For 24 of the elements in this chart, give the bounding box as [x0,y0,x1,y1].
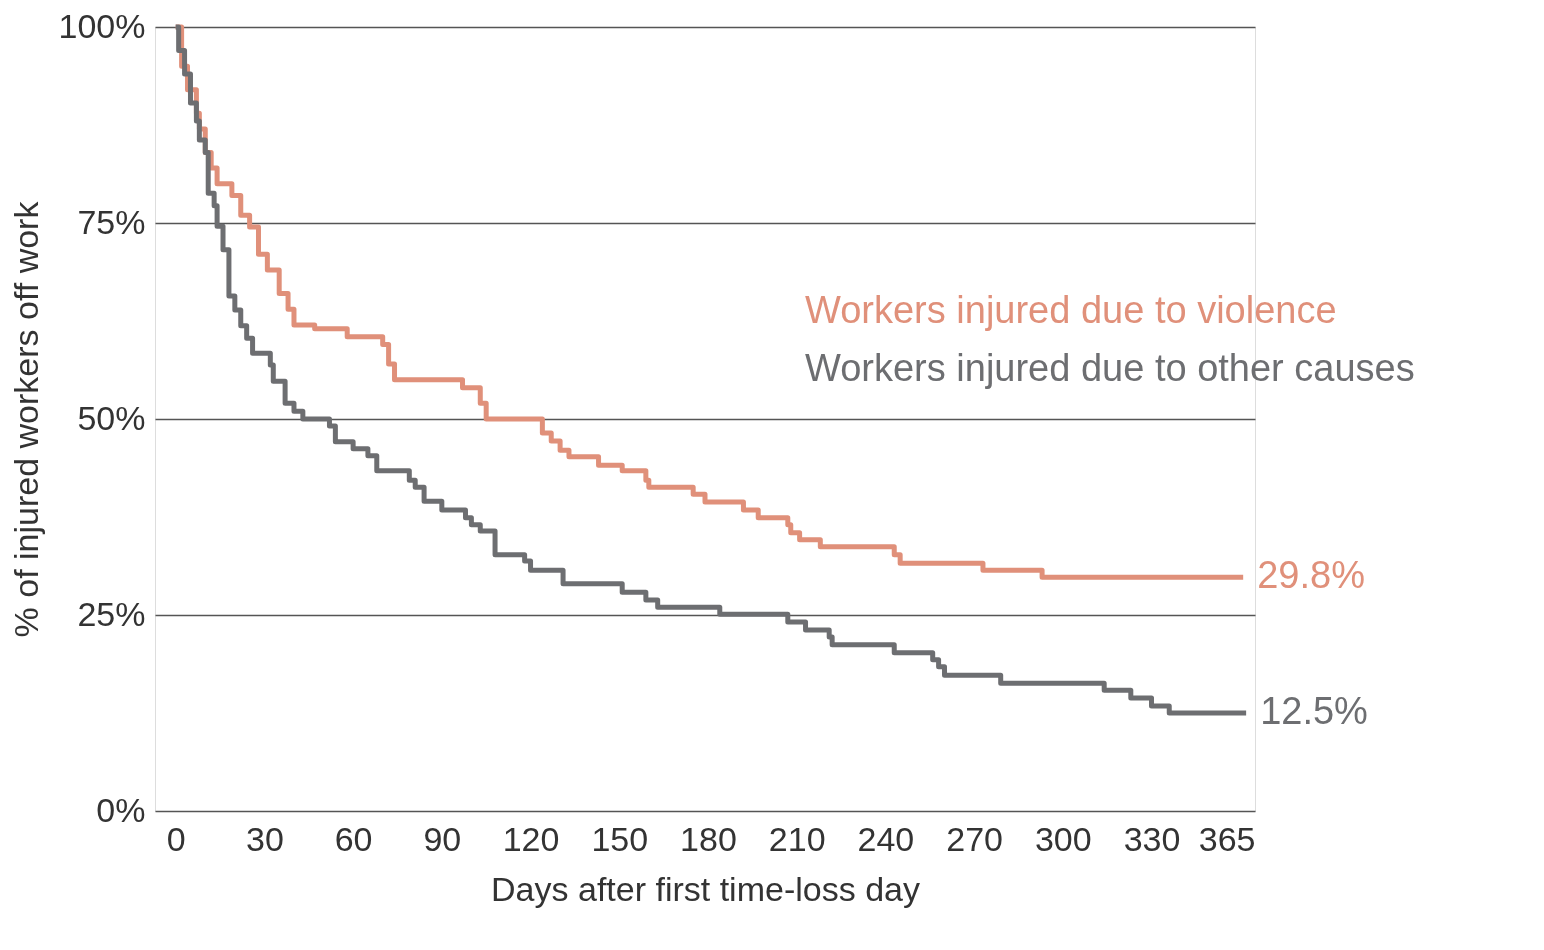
x-tick-label: 60 [334,819,373,858]
x-tick-label: 210 [768,819,826,858]
x-tick-label: 365 [1198,819,1256,858]
x-tick-label: 120 [502,819,560,858]
x-tick-label: 300 [1034,819,1092,858]
x-tick-label: 270 [946,819,1003,858]
annotation: 12.5% [1260,690,1368,732]
x-tick-label: 30 [245,819,284,858]
x-tick-label: 90 [423,819,462,858]
y-tick-label: 75% [77,202,146,241]
text: Workers injured due to violence [805,289,1337,331]
y-axis-title: % of injured workers off work [6,200,45,638]
y-tick-label: 50% [77,398,146,437]
x-axis-title: Days after first time-loss day [491,869,920,908]
x-tick-label: 330 [1123,819,1181,858]
x-tick-label: 240 [857,819,915,858]
x-tick-label: 0 [166,819,186,858]
y-tick-label: 0% [96,790,146,829]
x-tick-label: 180 [680,819,737,858]
text: Workers injured due to other causes [805,347,1415,389]
y-tick-label: 25% [77,594,146,633]
y-tick-label: 100% [58,6,146,45]
annotation: 29.8% [1257,554,1365,597]
x-tick-label: 150 [591,819,649,858]
